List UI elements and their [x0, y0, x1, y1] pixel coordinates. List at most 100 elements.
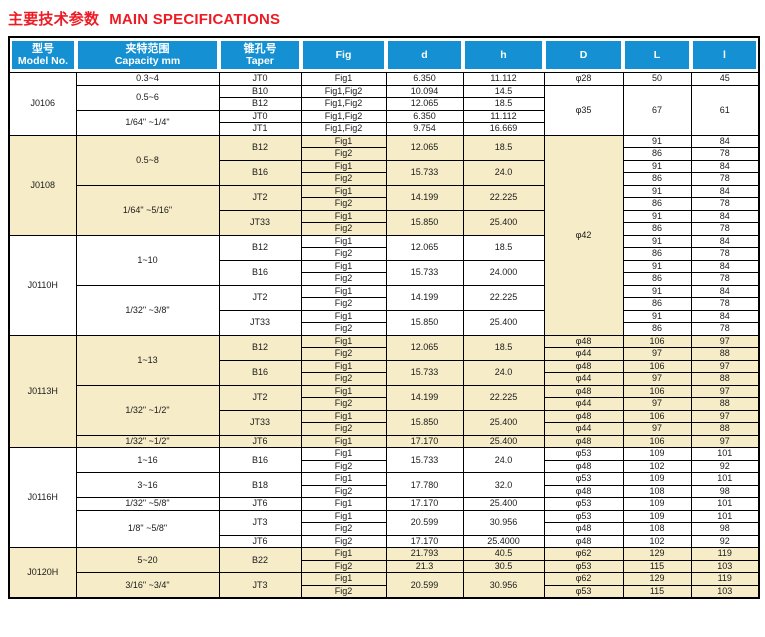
table-cell: 78: [690, 172, 760, 186]
table-cell: 24.000: [462, 259, 545, 286]
table-cell: 86: [622, 272, 692, 286]
specifications-table: 型号 Model No. 夹特范围 Capacity mm 锥孔号 Taper Fig…: [8, 36, 760, 599]
table-cell: 91: [622, 284, 692, 298]
table-cell: 25.400: [462, 309, 545, 336]
table-cell: 21.793: [385, 547, 464, 561]
table-row: Fig2 86 78: [9, 147, 760, 161]
column-header-capacity: 夹特范围 Capacity mm: [76, 37, 219, 73]
table-cell: J0110H: [8, 234, 77, 336]
table-cell: 78: [690, 147, 760, 161]
table-cell: 78: [690, 197, 760, 211]
header-capacity-en: Capacity mm: [114, 55, 181, 68]
table-cell: Fig1: [300, 72, 387, 86]
table-cell: Fig2: [300, 347, 387, 361]
table-cell: 84: [690, 309, 760, 323]
table-cell: JT6: [218, 434, 302, 448]
table-cell: φ53: [543, 447, 624, 461]
table-cell: 24.0: [462, 359, 545, 386]
table-cell: 18.5: [462, 97, 545, 111]
table-cell: 12.065: [385, 234, 464, 261]
table-cell: 102: [622, 459, 692, 473]
table-row: J0106 0.3~4 JT0 Fig1 6.350 11.112 φ28 50 45: [8, 72, 760, 136]
table-cell: φ44: [543, 397, 624, 411]
table-cell: JT1: [218, 122, 302, 136]
header-taper-en: Taper: [246, 55, 274, 68]
table-cell: JT0: [218, 72, 302, 86]
table-cell: 106: [622, 359, 692, 373]
table-cell: 22.225: [462, 384, 545, 411]
table-cell: Fig1: [300, 547, 387, 561]
table-cell: 115: [622, 559, 692, 573]
table-header: 型号 Model No. 夹特范围 Capacity mm 锥孔号 Taper Fig…: [9, 37, 759, 73]
table-cell: 109: [622, 497, 692, 511]
table-cell: 15.733: [385, 447, 464, 473]
table-cell: 91: [622, 234, 692, 248]
table-cell: 30.956: [462, 509, 545, 536]
table-cell: 97: [690, 359, 760, 373]
table-cell: φ62: [543, 572, 624, 586]
table-cell: B12: [218, 334, 302, 361]
table-cell: 14.5: [462, 84, 545, 98]
table-cell: 1/64" ~1/4": [75, 109, 220, 136]
table-cell: 17.170: [385, 497, 464, 511]
table-cell: 3/16" ~3/4": [75, 572, 220, 599]
table-cell: Fig2: [300, 422, 387, 436]
table-cell: B16: [218, 259, 302, 286]
table-cell: JT33: [218, 209, 302, 236]
table-cell: φ53: [543, 472, 624, 486]
table-cell: 0.5~8: [75, 134, 220, 186]
table-cell: φ42: [543, 134, 624, 336]
table-cell: 1/8" ~5/8": [75, 509, 220, 548]
table-cell: 1/32" ~5/8": [75, 497, 220, 511]
table-cell: 102: [622, 534, 692, 548]
table-cell: 86: [622, 147, 692, 161]
table-cell: 12.065: [385, 134, 464, 161]
table-cell: Fig1: [300, 309, 387, 323]
table-cell: 88: [690, 422, 760, 436]
table-cell: 97: [622, 422, 692, 436]
table-cell: 88: [690, 347, 760, 361]
table-cell: Fig1,Fig2: [300, 97, 387, 111]
table-row: B16 Fig1 15.733 24.0 φ48 106 97: [9, 359, 760, 386]
table-cell: 109: [622, 509, 692, 523]
table-cell: JT2: [218, 184, 302, 211]
table-cell: 6.350: [385, 109, 464, 123]
table-cell: 61: [690, 84, 760, 136]
table-cell: 20.599: [385, 509, 464, 536]
table-cell: 103: [690, 559, 760, 573]
table-row: B12 Fig1,Fig2 12.065 18.5: [9, 97, 759, 111]
table-cell: 106: [622, 334, 692, 348]
page-title-zh: 主要技术参数: [8, 11, 100, 28]
table-cell: φ53: [543, 497, 624, 511]
table-cell: B16: [218, 159, 302, 186]
column-header-d: d: [386, 37, 463, 73]
table-cell: 109: [622, 472, 692, 486]
table-cell: 25.400: [462, 209, 545, 236]
table-cell: 14.199: [385, 184, 464, 211]
table-cell: 108: [622, 522, 692, 536]
table-cell: JT2: [218, 384, 302, 411]
table-cell: 129: [622, 572, 692, 586]
table-cell: φ48: [543, 459, 624, 473]
table-cell: 108: [622, 484, 692, 498]
table-cell: 1~13: [75, 334, 220, 386]
table-cell: JT3: [218, 509, 302, 536]
table-row: Fig2 86 78: [9, 197, 760, 211]
table-row: 1/32" ~1/2" JT6 Fig1 17.170 25.400 φ48 106 97: [9, 434, 760, 448]
table-cell: 50: [622, 72, 692, 86]
table-cell: Fig1: [300, 284, 387, 298]
table-cell: Fig2: [300, 459, 387, 473]
table-cell: 15.733: [385, 359, 464, 386]
table-cell: φ53: [543, 509, 624, 523]
table-cell: 97: [622, 347, 692, 361]
table-cell: 17.170: [385, 534, 464, 548]
table-cell: 15.850: [385, 409, 464, 436]
column-header-taper: 锥孔号 Taper: [219, 37, 301, 73]
table-cell: 84: [690, 184, 760, 198]
table-cell: Fig1: [300, 509, 387, 523]
header-capacity-zh: 夹特范围: [125, 42, 170, 55]
table-cell: 6.350: [385, 72, 464, 86]
table-cell: 86: [622, 322, 692, 336]
table-cell: 88: [690, 397, 760, 411]
